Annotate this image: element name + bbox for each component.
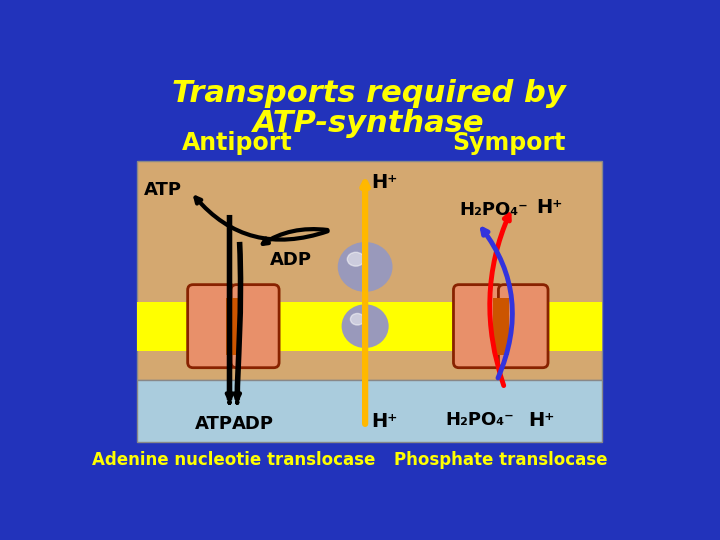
Ellipse shape (351, 313, 364, 325)
Bar (137, 380, 601, 442)
Text: H₂PO₄⁻: H₂PO₄⁻ (459, 200, 528, 219)
Text: H₂PO₄⁻: H₂PO₄⁻ (445, 411, 513, 429)
Text: ADP: ADP (232, 415, 274, 433)
Text: Adenine nucleotie translocase: Adenine nucleotie translocase (91, 451, 375, 469)
Ellipse shape (347, 252, 364, 266)
Bar (493, 298, 508, 355)
Text: ATP: ATP (195, 415, 233, 433)
Text: Transports required by: Transports required by (172, 79, 566, 107)
Text: Phosphate translocase: Phosphate translocase (394, 451, 608, 469)
FancyBboxPatch shape (498, 285, 548, 368)
Text: ADP: ADP (270, 251, 312, 269)
Ellipse shape (343, 306, 387, 347)
Text: ATP: ATP (143, 180, 181, 199)
Text: H⁺: H⁺ (372, 173, 397, 192)
Text: ATP-synthase: ATP-synthase (253, 110, 485, 138)
Text: H⁺: H⁺ (528, 411, 554, 430)
Bar (137, 301, 601, 351)
FancyBboxPatch shape (231, 285, 279, 368)
Text: H⁺: H⁺ (372, 411, 397, 430)
Text: Symport: Symport (452, 131, 565, 155)
FancyBboxPatch shape (454, 285, 503, 368)
Text: Antiport: Antiport (182, 131, 292, 155)
Bar (225, 298, 241, 355)
Bar (137, 161, 601, 380)
Ellipse shape (339, 243, 392, 291)
Text: H⁺: H⁺ (536, 198, 563, 217)
FancyBboxPatch shape (188, 285, 235, 368)
